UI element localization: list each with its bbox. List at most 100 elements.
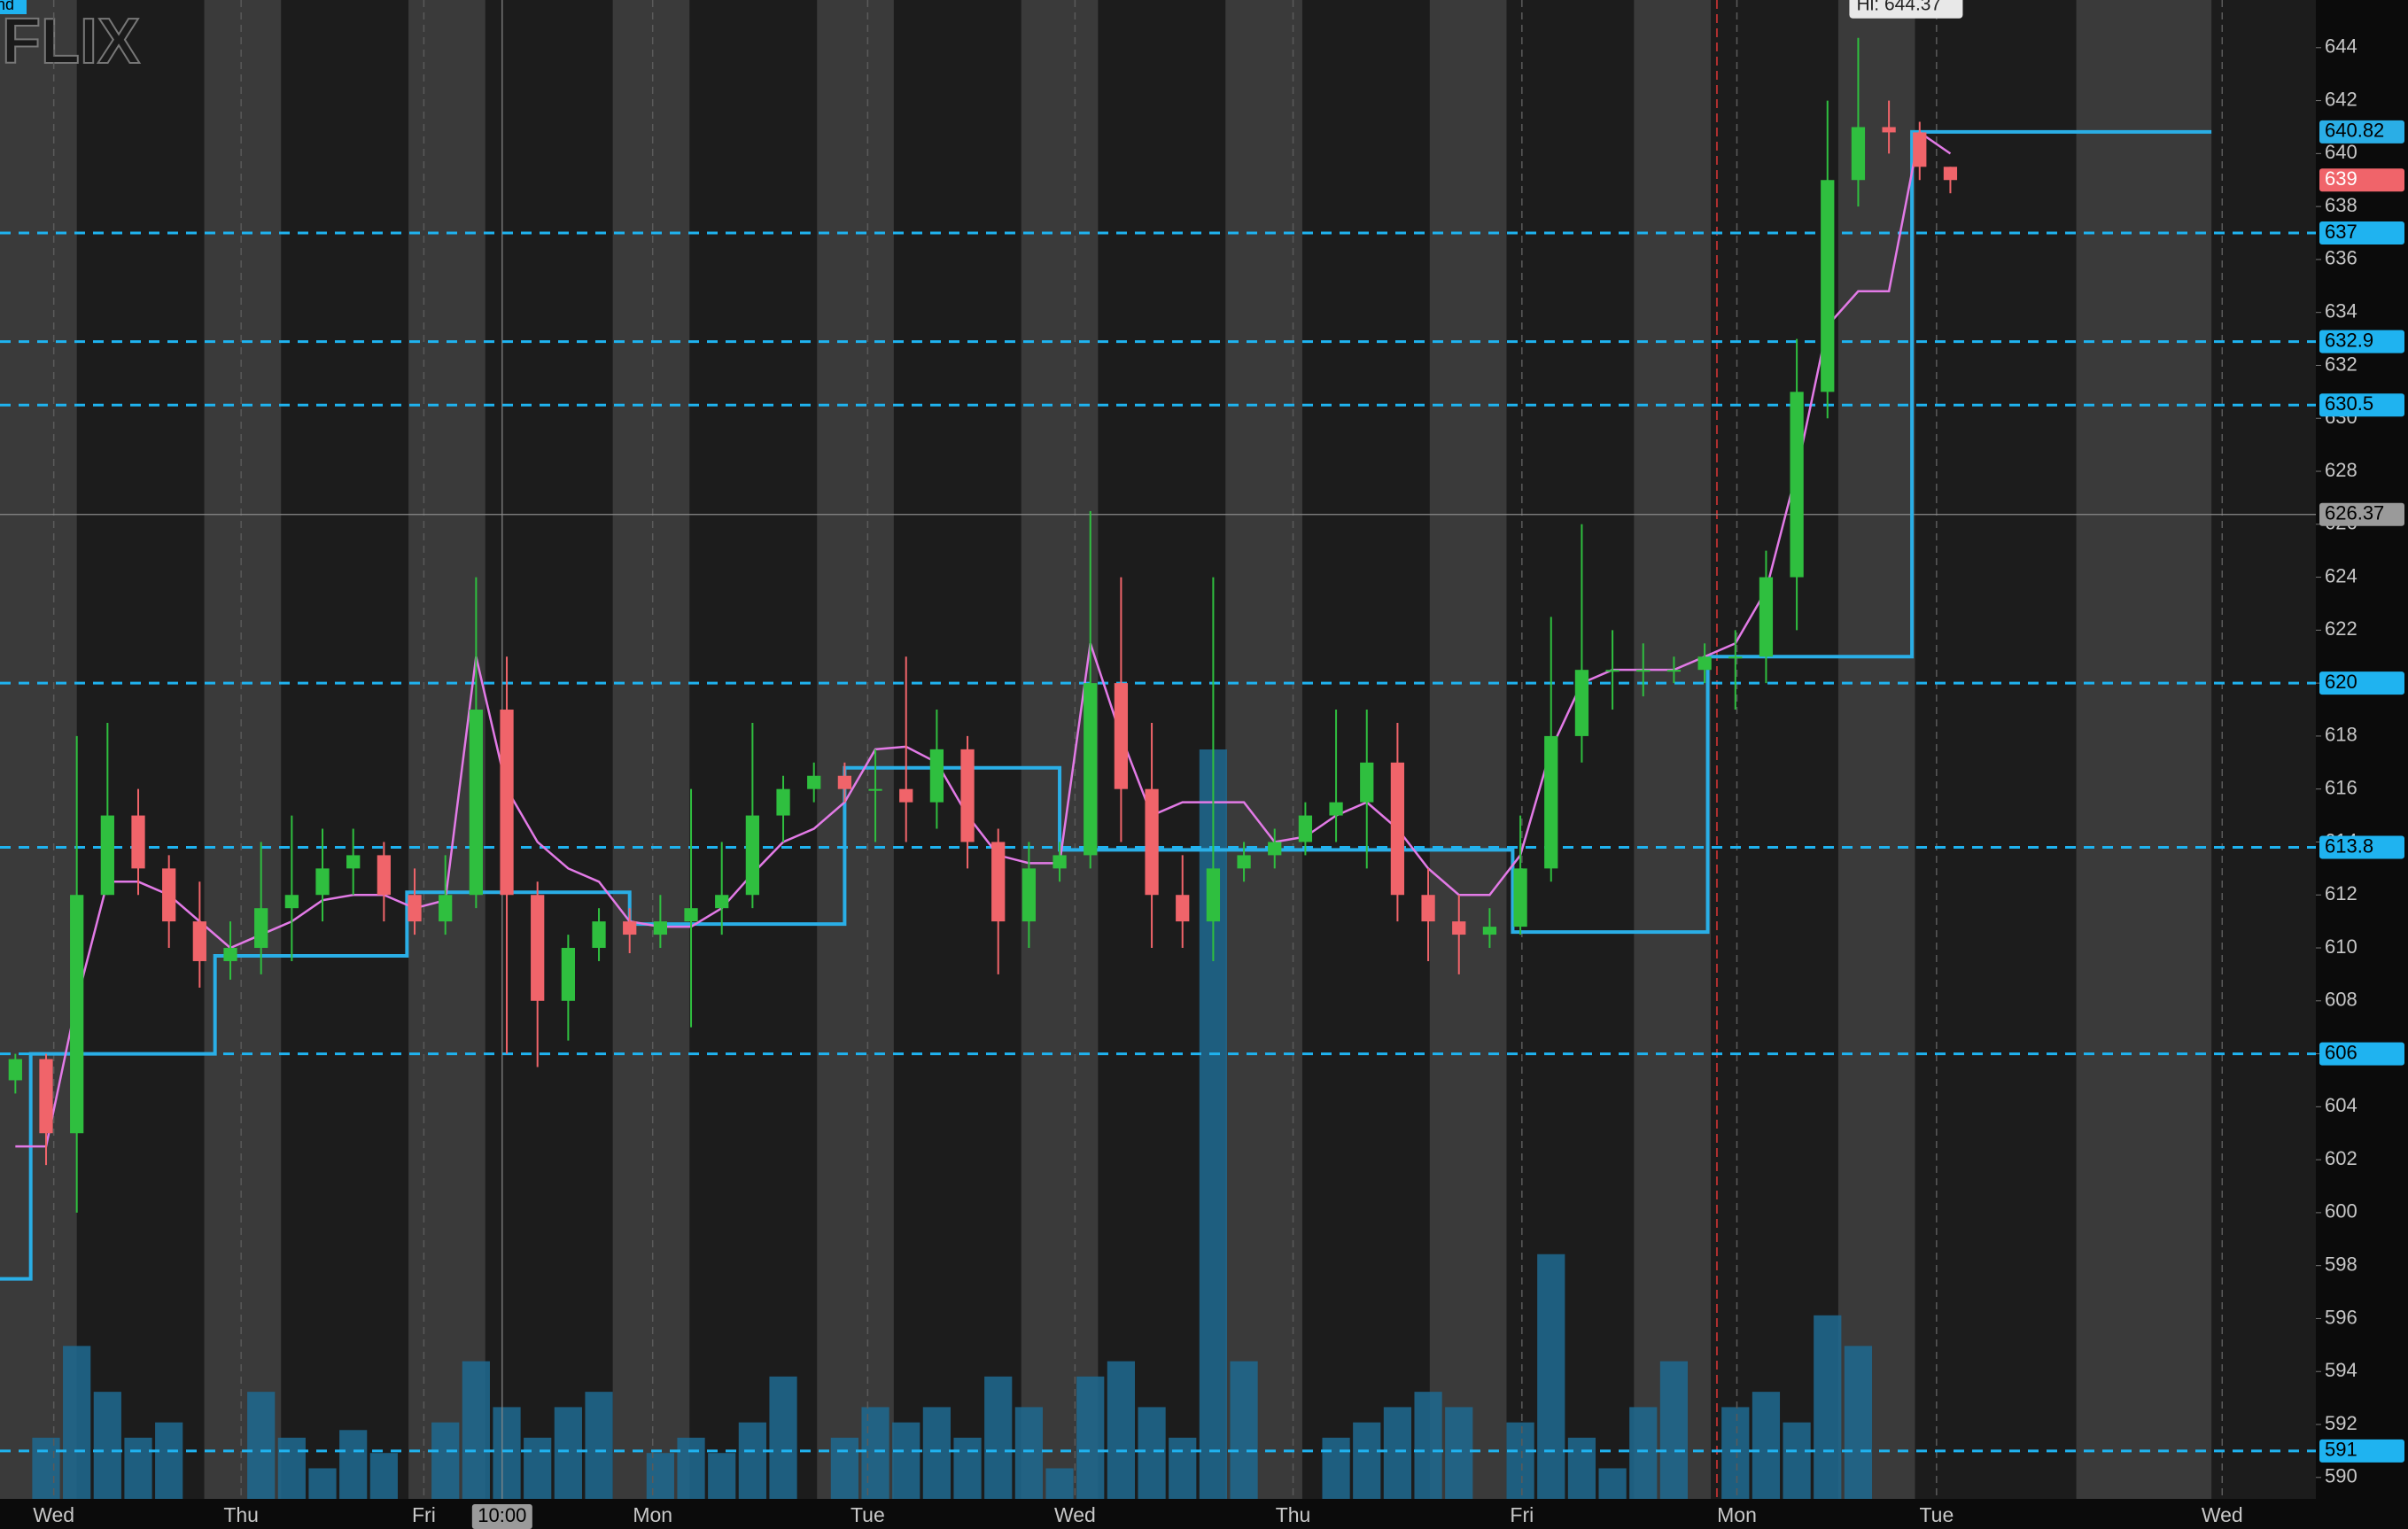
level-label-box (2319, 221, 2404, 245)
y-tick-label: 596 (2325, 1306, 2358, 1328)
level-label-box (2319, 1042, 2404, 1066)
y-tick-label: 618 (2325, 724, 2358, 746)
time-axis-panel (0, 1499, 2408, 1529)
candle-body (1790, 392, 1804, 578)
candle-body (1360, 762, 1374, 803)
level-label-box (2319, 393, 2404, 417)
y-tick-label: 602 (2325, 1147, 2358, 1169)
y-tick-label: 604 (2325, 1094, 2358, 1116)
volume-bar (554, 1407, 582, 1499)
candle-body (837, 775, 852, 789)
volume-bar (1169, 1437, 1197, 1499)
session-stripe (2076, 0, 2212, 1499)
y-tick-label: 598 (2325, 1253, 2358, 1275)
y-tick-label: 636 (2325, 247, 2358, 269)
candle-body (1666, 670, 1682, 672)
candle-body (1697, 656, 1712, 671)
x-tick-label: Tue (851, 1503, 885, 1526)
candle-body (100, 815, 114, 896)
candle-body (1882, 127, 1896, 133)
candle-body (70, 895, 84, 1134)
axis-panel (2316, 0, 2408, 1529)
volume-bar (830, 1437, 858, 1499)
volume-bar (1353, 1422, 1381, 1499)
watermark: FLIX (2, 6, 140, 77)
level-label: 630.5 (2325, 392, 2373, 415)
y-tick-label: 616 (2325, 776, 2358, 798)
candle-body (500, 710, 514, 896)
level-label-box (2319, 835, 2404, 859)
x-tick-label: Fri (412, 1503, 436, 1526)
candle-body (284, 895, 299, 909)
volume-bar (1414, 1392, 1442, 1499)
volume-bar (984, 1376, 1013, 1499)
candle-body (1759, 577, 1774, 657)
moving-average (15, 130, 1952, 1148)
candle-body (192, 921, 206, 961)
level-label-box (2319, 330, 2404, 353)
candle-body (1851, 127, 1866, 181)
candle-body (1390, 762, 1405, 896)
volume-bar (1138, 1407, 1166, 1499)
level-label: 606 (2325, 1041, 2358, 1063)
candle-body (1636, 670, 1651, 672)
candle-body (1206, 868, 1221, 922)
y-tick-label: 610 (2325, 935, 2358, 958)
level-label: 620 (2325, 671, 2358, 693)
volume-bar (63, 1346, 91, 1499)
crosshair-time-label: 10:00 (478, 1504, 526, 1526)
y-tick-label: 628 (2325, 459, 2358, 481)
x-tick-label: Wed (1054, 1503, 1096, 1526)
pivot-label: 640.82 (2325, 120, 2384, 142)
session-stripe (1837, 0, 1915, 1499)
candle-body (254, 908, 268, 949)
candle-body (684, 908, 698, 922)
y-tick-label: 608 (2325, 989, 2358, 1011)
x-tick-label: Fri (1510, 1503, 1534, 1526)
volume-bar (1844, 1346, 1873, 1499)
candle-body (807, 775, 821, 789)
session-stripe (204, 0, 282, 1499)
level-label: 613.8 (2325, 834, 2373, 857)
volume-bar (1506, 1422, 1534, 1499)
candle-body (745, 815, 760, 896)
candle-body (346, 855, 361, 869)
candle-body (315, 868, 330, 896)
candle-body (39, 1059, 53, 1134)
pivot-line (0, 129, 2212, 1281)
volume-bar (247, 1392, 276, 1499)
volume-bar (124, 1437, 152, 1499)
high-callout: Hi: 644.37 (1856, 0, 1941, 14)
volume-bar (369, 1453, 398, 1499)
volume-bar (1659, 1361, 1689, 1499)
volume-bar (1814, 1315, 1842, 1499)
x-tick-label: Wed (33, 1503, 74, 1526)
candle-body (899, 788, 913, 803)
candle-body (991, 842, 1006, 922)
y-tick-label: 640 (2325, 141, 2358, 163)
candle-body (1176, 895, 1190, 922)
volume-bar (524, 1437, 552, 1499)
y-tick-label: 634 (2325, 299, 2358, 322)
session-stripe (1429, 0, 1507, 1499)
candle-body (1913, 132, 1927, 167)
volume-bar (1045, 1468, 1074, 1499)
session-stripe (612, 0, 690, 1499)
pivot-label-box (2319, 120, 2404, 144)
y-tick-label: 644 (2325, 35, 2358, 58)
volume-bar (708, 1453, 736, 1499)
candle-body (8, 1059, 22, 1081)
volume-bar (1383, 1407, 1412, 1499)
y-tick-label: 592 (2325, 1412, 2358, 1434)
candle-body (1943, 167, 1958, 181)
candle-body (653, 921, 667, 935)
candle-body (623, 921, 637, 935)
crosshair-price-label: 626.37 (2325, 502, 2384, 524)
candle-body (1021, 868, 1037, 922)
y-tick-label: 594 (2325, 1359, 2358, 1381)
volume-bar (1598, 1468, 1627, 1499)
